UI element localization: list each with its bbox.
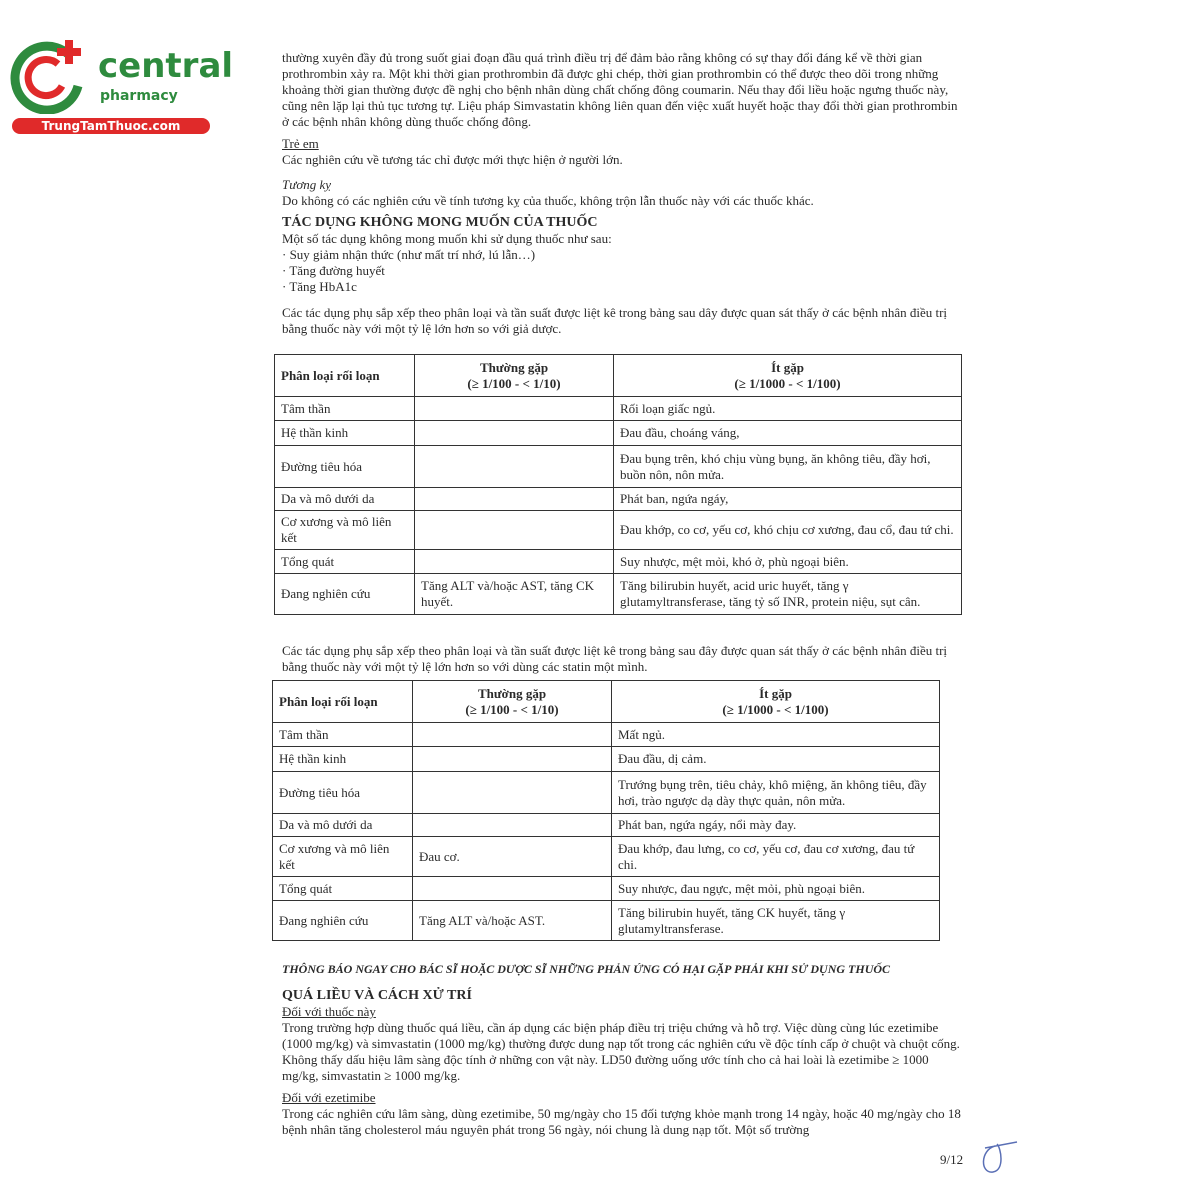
central-pharmacy-logo: central pharmacy TrungTamThuoc.com bbox=[10, 38, 233, 138]
common-label: Thường gặp bbox=[477, 685, 547, 701]
uncommon-label: Ít gặp bbox=[759, 685, 792, 701]
table-cell: Đang nghiên cứu bbox=[274, 573, 415, 615]
logo-sub: pharmacy bbox=[100, 88, 178, 104]
table-cell bbox=[412, 746, 612, 772]
overdose-text2: Trong các nghiên cứu lâm sàng, dùng ezet… bbox=[282, 1106, 961, 1137]
signature-icon bbox=[982, 1141, 1018, 1173]
table-cell bbox=[412, 876, 612, 901]
table-cell bbox=[412, 813, 612, 837]
overdose-sub2: Đối với ezetimibe bbox=[282, 1090, 376, 1105]
uncommon-label: Ít gặp bbox=[771, 359, 804, 375]
table-cell: Đang nghiên cứu bbox=[272, 900, 413, 941]
table-cell: Suy nhược, đau ngực, mệt mỏi, phù ngoại … bbox=[611, 876, 940, 901]
adverse-table-statin: Phân loại rối loạn Thường gặp (≥ 1/100 - <… bbox=[272, 680, 940, 941]
table-cell: Hệ thần kinh bbox=[272, 746, 413, 772]
table-row: Da và mô dưới da Phát ban, ngứa ngáy, bbox=[274, 487, 962, 511]
table-cell: Tổng quát bbox=[274, 549, 415, 574]
table-cell: Đường tiêu hóa bbox=[272, 771, 413, 814]
common-range: (≥ 1/100 - < 1/10) bbox=[467, 375, 561, 391]
children-heading: Trẻ em bbox=[282, 136, 319, 151]
adverse-table-placebo: Phân loại rối loạn Thường gặp (≥ 1/100 - <… bbox=[274, 354, 962, 615]
table-cell: Tăng bilirubin huyết, tăng CK huyết, tăn… bbox=[611, 900, 940, 941]
table-cell bbox=[414, 396, 614, 421]
logo-site: TrungTamThuoc.com bbox=[12, 118, 210, 134]
compat-heading: Tương kỵ bbox=[282, 177, 332, 192]
col-header-category: Phân loại rối loạn bbox=[274, 354, 415, 397]
table-cell: Tổng quát bbox=[272, 876, 413, 901]
uncommon-range: (≥ 1/1000 - < 1/100) bbox=[722, 701, 829, 717]
table-row: Hệ thần kinh Đau đầu, choáng váng, bbox=[274, 420, 962, 446]
notice-text: THÔNG BÁO NGAY CHO BÁC SĨ HOẶC DƯỢC SĨ N… bbox=[282, 962, 891, 976]
table-cell bbox=[414, 445, 614, 488]
page-number: 9/12 bbox=[940, 1152, 964, 1167]
table-cell: Da và mô dưới da bbox=[274, 487, 415, 511]
table-cell bbox=[414, 487, 614, 511]
overdose-text1: Trong trường hợp dùng thuốc quá liều, cầ… bbox=[282, 1020, 960, 1083]
table-cell: Tâm thần bbox=[274, 396, 415, 421]
table-cell: Đau khớp, co cơ, yếu cơ, khó chịu cơ xươ… bbox=[613, 510, 962, 550]
bullet: · Tăng HbA1c bbox=[282, 279, 357, 294]
table-cell: Tâm thần bbox=[272, 722, 413, 747]
table-row: Đang nghiên cứu Tăng ALT và/hoặc AST. Tăng… bbox=[272, 900, 940, 941]
col-header-category: Phân loại rối loạn bbox=[272, 680, 413, 723]
table-cell: Cơ xương và mô liên kết bbox=[272, 836, 413, 877]
table2-intro: Các tác dụng phụ sắp xếp theo phân loại … bbox=[282, 643, 948, 674]
bullet: · Suy giảm nhận thức (như mất trí nhớ, l… bbox=[282, 247, 536, 262]
logo-brand: central bbox=[98, 46, 234, 86]
table-cell: Đau bụng trên, khó chịu vùng bụng, ăn kh… bbox=[613, 445, 962, 488]
table-row: Tổng quát Suy nhược, mệt mỏi, khó ở, phù … bbox=[274, 549, 962, 574]
table-row: Cơ xương và mô liên kết Đau cơ. Đau khớp, … bbox=[272, 836, 940, 877]
table-cell: Đau đầu, dị cảm. bbox=[611, 746, 940, 772]
common-range: (≥ 1/100 - < 1/10) bbox=[465, 701, 559, 717]
table-row: Tâm thần Rối loạn giấc ngủ. bbox=[274, 396, 962, 421]
table-cell: Da và mô dưới da bbox=[272, 813, 413, 837]
overdose-section: QUÁ LIỀU VÀ CÁCH XỬ TRÍ Đối với thuốc nà… bbox=[282, 988, 962, 1138]
table-cell: Tăng ALT và/hoặc AST. bbox=[412, 900, 612, 941]
table-cell: Hệ thần kinh bbox=[274, 420, 415, 446]
adverse-intro: Một số tác dụng không mong muốn khi sử d… bbox=[282, 231, 612, 246]
table-cell: Đau khớp, đau lưng, co cơ, yếu cơ, đau c… bbox=[611, 836, 940, 877]
table-cell: Đường tiêu hóa bbox=[274, 445, 415, 488]
table-row: Đường tiêu hóa Đau bụng trên, khó chịu vù… bbox=[274, 445, 962, 488]
table-row: Đường tiêu hóa Trướng bụng trên, tiêu chả… bbox=[272, 771, 940, 814]
table-cell bbox=[412, 722, 612, 747]
table-cell: Cơ xương và mô liên kết bbox=[274, 510, 415, 550]
table-cell: Tăng bilirubin huyết, acid uric huyết, t… bbox=[613, 573, 962, 615]
table-cell: Rối loạn giấc ngủ. bbox=[613, 396, 962, 421]
table1-intro: Các tác dụng phụ sắp xếp theo phân loại … bbox=[282, 305, 948, 336]
table-cell: Mất ngủ. bbox=[611, 722, 940, 747]
intro-paragraph: thường xuyên đầy đủ trong suốt giai đoạn… bbox=[282, 50, 958, 129]
table-cell: Đau đầu, choáng váng, bbox=[613, 420, 962, 446]
common-label: Thường gặp bbox=[479, 359, 549, 375]
table-row: Tổng quát Suy nhược, đau ngực, mệt mỏi, p… bbox=[272, 876, 940, 901]
table-cell: Trướng bụng trên, tiêu chảy, khô miệng, … bbox=[611, 771, 940, 814]
table-row: Hệ thần kinh Đau đầu, dị cảm. bbox=[272, 746, 940, 772]
overdose-sub1: Đối với thuốc này bbox=[282, 1004, 376, 1019]
col-header-common: Thường gặp (≥ 1/100 - < 1/10) bbox=[412, 680, 612, 723]
table-cell: Tăng ALT và/hoặc AST, tăng CK huyết. bbox=[414, 573, 614, 615]
col-header-uncommon: Ít gặp (≥ 1/1000 - < 1/100) bbox=[613, 354, 962, 397]
overdose-heading: QUÁ LIỀU VÀ CÁCH XỬ TRÍ bbox=[282, 988, 472, 1003]
table-row: Cơ xương và mô liên kết Đau khớp, co cơ, … bbox=[274, 510, 962, 550]
table-row: Đang nghiên cứu Tăng ALT và/hoặc AST, tăn… bbox=[274, 573, 962, 615]
col-header-uncommon: Ít gặp (≥ 1/1000 - < 1/100) bbox=[611, 680, 940, 723]
children-text: Các nghiên cứu về tương tác chỉ được mới… bbox=[282, 152, 623, 167]
col-header-common: Thường gặp (≥ 1/100 - < 1/10) bbox=[414, 354, 614, 397]
compat-text: Do không có các nghiên cứu về tính tương… bbox=[282, 193, 814, 208]
table-cell bbox=[414, 549, 614, 574]
table-cell: Phát ban, ngứa ngáy, bbox=[613, 487, 962, 511]
table-cell bbox=[412, 771, 612, 814]
table-cell: Phát ban, ngứa ngáy, nổi mày đay. bbox=[611, 813, 940, 837]
intro-section: thường xuyên đầy đủ trong suốt giai đoạn… bbox=[282, 50, 962, 337]
bullet: · Tăng đường huyết bbox=[282, 263, 385, 278]
table-row: Da và mô dưới da Phát ban, ngứa ngáy, nổi… bbox=[272, 813, 940, 837]
uncommon-range: (≥ 1/1000 - < 1/100) bbox=[734, 375, 841, 391]
logo-mark-icon bbox=[10, 40, 83, 114]
table-cell: Đau cơ. bbox=[412, 836, 612, 877]
table-cell bbox=[414, 510, 614, 550]
table-cell: Suy nhược, mệt mỏi, khó ở, phù ngoại biê… bbox=[613, 549, 962, 574]
table-cell bbox=[414, 420, 614, 446]
table-row: Tâm thần Mất ngủ. bbox=[272, 722, 940, 747]
adverse-heading: TÁC DỤNG KHÔNG MONG MUỐN CỦA THUỐC bbox=[282, 215, 598, 230]
